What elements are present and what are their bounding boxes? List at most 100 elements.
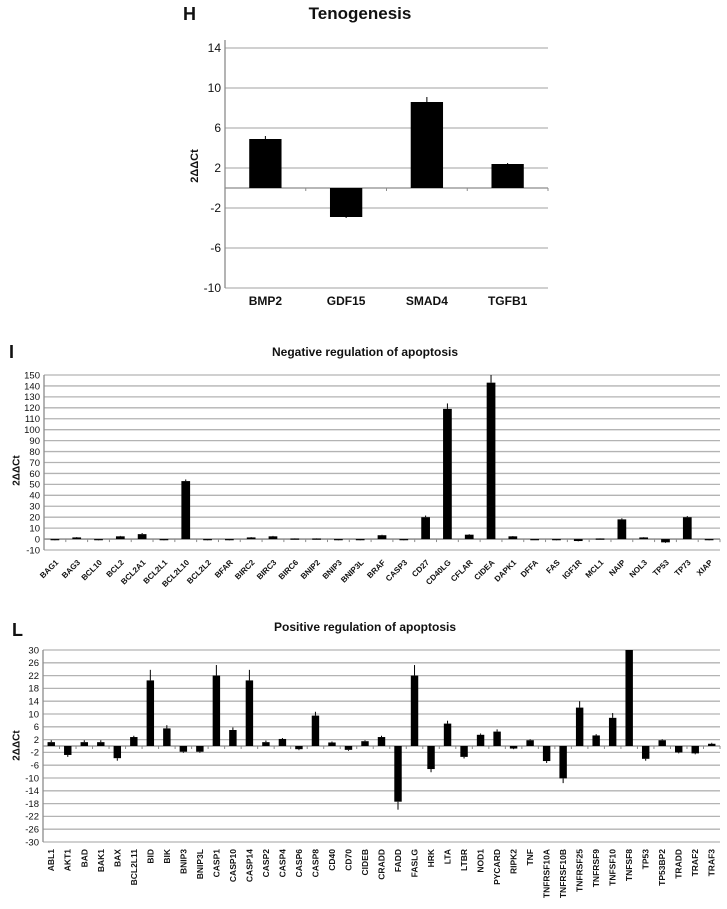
x-tick-label: CASP3 [384, 558, 410, 584]
bar-bag3 [72, 537, 82, 540]
panel-title-h: Tenogenesis [308, 4, 412, 23]
x-tick-label: TNFRSF10A [542, 849, 552, 898]
y-tick-label: 150 [24, 370, 40, 381]
bar-gdf15 [329, 188, 363, 217]
y-tick-label: 70 [29, 458, 40, 469]
y-tick-label: 60 [29, 469, 40, 480]
y-tick-label: -6 [210, 241, 221, 255]
panel-letter-h: H [183, 4, 196, 24]
x-tick-label: CASP4 [277, 849, 287, 878]
bar-bmp2 [249, 139, 282, 188]
bar-tnfrsf10b [559, 746, 567, 779]
bar-bcl2l1 [159, 539, 169, 541]
x-tick-label: TRAF3 [707, 849, 717, 877]
x-tick-label: DAPK1 [493, 558, 519, 584]
bar-tp53bp2 [658, 740, 666, 746]
panel-h: H Tenogenesis 2ΔΔCt 14 10 6 2 -2 -6 -10 BMP2 GDF… [0, 0, 727, 310]
bar-bcl2a1 [137, 534, 147, 540]
x-tick-label: LTA [443, 849, 453, 864]
bar-tnfrsf10a [542, 746, 551, 762]
bar-casp3 [399, 539, 409, 541]
bar-chart-h: 14 10 6 2 -2 -6 -10 BMP2 GDF15 SMAD4 TGFB1 [204, 40, 549, 308]
x-tick-label: CASP2 [261, 849, 271, 878]
y-tick-label: 50 [29, 480, 40, 491]
x-tick-label: ABL1 [46, 849, 56, 871]
x-tick-label: BAX [112, 849, 122, 867]
x-tick-label: IGF1R [561, 558, 584, 581]
bar-cflar [464, 534, 474, 540]
x-tick-label: BNIP3L [339, 558, 366, 585]
x-tick-label: TRAF2 [690, 849, 700, 877]
bar-pycard [493, 731, 501, 746]
y-tick-label: 80 [29, 447, 40, 458]
x-tick-label: TP53 [641, 849, 651, 870]
x-tick-label: BFAR [213, 558, 235, 580]
bar-akt1 [64, 746, 72, 755]
bar-tnfrsf9 [592, 735, 600, 746]
y-tick-label: 14 [28, 697, 39, 708]
bar-nod1 [476, 734, 485, 746]
bar-bcl2l11 [130, 737, 138, 746]
y-tick-label: 6 [214, 121, 221, 135]
y-tick-label: 10 [28, 709, 39, 720]
x-tick-label: RIPK2 [509, 849, 519, 874]
y-tick-label: 14 [208, 41, 222, 55]
bar-cd40 [328, 742, 336, 746]
bar-lta [443, 723, 452, 746]
x-tick-label: CASP14 [244, 849, 254, 882]
x-tick-label: BID [145, 849, 155, 864]
bar-bcl2l10 [181, 481, 191, 540]
x-tick-label: MCL1 [584, 558, 606, 580]
bar-cd70 [344, 746, 353, 750]
x-tick-label: CFLAR [449, 558, 475, 584]
y-tick-label: 10 [29, 523, 40, 534]
y-tick-label: -10 [26, 545, 40, 556]
x-tick-label: PYCARD [492, 849, 502, 885]
x-tick-label: BMP2 [249, 294, 283, 308]
bar-smad4 [410, 102, 444, 188]
x-tick-label: CASP8 [310, 849, 320, 878]
x-tick-label: SMAD4 [406, 294, 448, 308]
x-tick-label: BIRC6 [277, 558, 301, 582]
x-tick-label: BCL2L2 [185, 558, 213, 586]
x-tick-label: BIRC3 [255, 558, 279, 582]
y-tick-label: 6 [34, 722, 39, 733]
x-tick-label: TNFRSF25 [575, 849, 585, 892]
x-tick-label: CD40 [327, 849, 337, 871]
x-tick-label: HRK [426, 848, 436, 867]
x-tick-label: BAK1 [96, 849, 106, 872]
x-tick-label: TP53 [651, 558, 671, 578]
x-tick-label: CASP10 [228, 849, 238, 882]
x-tick-label: TGFB1 [488, 294, 528, 308]
bar-tnfsf8 [625, 650, 633, 746]
bar-mcl1 [595, 538, 605, 540]
y-tick-label: -10 [204, 281, 222, 295]
x-tick-label: XIAP [695, 558, 715, 578]
bar-traf2 [691, 746, 699, 754]
bar-cradd [377, 737, 386, 746]
x-tick-label: FAS [544, 558, 562, 576]
bar-bag1 [50, 539, 60, 541]
bar-fas [552, 539, 561, 541]
y-tick-label: -26 [25, 825, 39, 836]
x-tick-label: BCL2L11 [129, 849, 139, 886]
y-tick-label: 130 [24, 392, 40, 403]
x-tick-label: BIK [162, 848, 172, 864]
bar-naip [617, 519, 627, 540]
y-tick-label: 2 [214, 161, 221, 175]
x-tick-label: FASLG [409, 849, 419, 878]
x-tick-label: BCL10 [80, 558, 105, 583]
x-tick-label: TNF [525, 849, 535, 866]
x-tick-label: BAD [79, 849, 89, 867]
y-tick-label: 18 [28, 684, 39, 695]
x-tick-label: CD70 [343, 849, 353, 871]
bar-casp2 [262, 742, 270, 746]
y-tick-label: 22 [28, 671, 39, 682]
bar-nol3 [639, 537, 649, 540]
bar-bfar [224, 539, 234, 541]
x-tick-label: TNFSF8 [624, 849, 634, 881]
x-tick-label: BNIP2 [299, 558, 322, 581]
y-tick-label: -10 [25, 773, 39, 784]
